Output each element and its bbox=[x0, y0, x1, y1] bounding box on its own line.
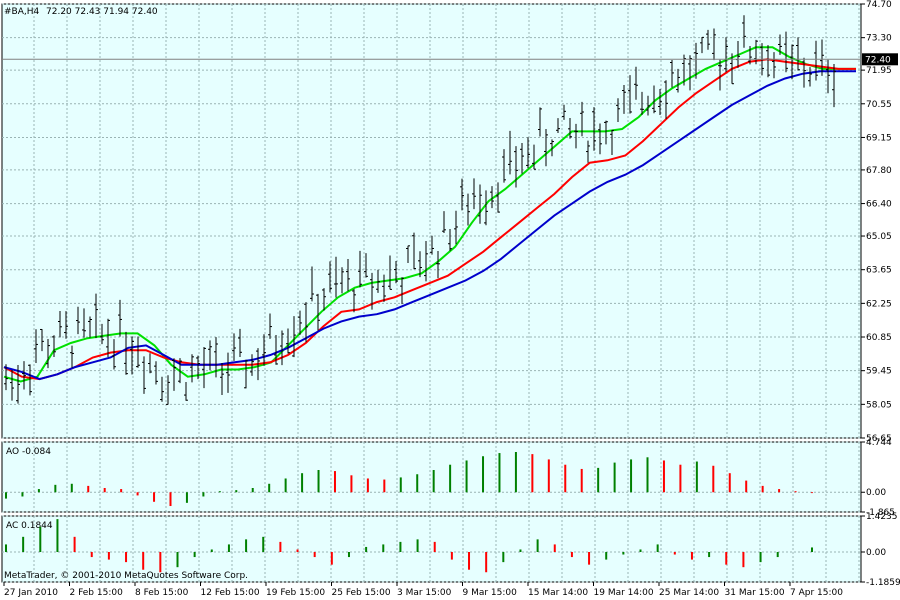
price-panel[interactable]: 74.70 73.30 71.95 70.55 69.15 67.80 66.40 65.05… bbox=[1, 0, 898, 444]
1-tick-label: -1.865 bbox=[866, 508, 895, 518]
price-frame bbox=[1, 3, 862, 439]
0-tick-label: 56.65 bbox=[866, 434, 892, 444]
time-label: 8 Feb 15:00 bbox=[135, 588, 189, 598]
0-tick-label: 60.85 bbox=[866, 333, 892, 343]
series-line-0 bbox=[3, 46, 856, 383]
time-label: 27 Jan 2010 bbox=[4, 588, 58, 598]
0-tick-label: 63.65 bbox=[866, 266, 892, 276]
copyright-text: MetaTrader, © 2001-2010 MetaQuotes Softw… bbox=[4, 571, 248, 581]
time-label: 31 Mar 15:00 bbox=[725, 588, 785, 598]
time-label: 2 Feb 15:00 bbox=[70, 588, 124, 598]
0-tick-label: 71.95 bbox=[866, 66, 892, 76]
time-label: 19 Feb 15:00 bbox=[266, 588, 325, 598]
chart-title: #BA,H4 bbox=[4, 7, 40, 17]
0-tick-label: 66.40 bbox=[866, 200, 892, 210]
ohlc-readout: 72.20 72.43 71.94 72.40 bbox=[46, 7, 158, 17]
ao-panel[interactable]: 4.744 0.00 -1.865 AO -0.084 bbox=[1, 438, 895, 518]
ac-title: AC 0.1844 bbox=[6, 521, 53, 531]
0-tick-label: 62.25 bbox=[866, 299, 892, 309]
time-label: 7 Apr 15:00 bbox=[790, 588, 843, 598]
series-line-1 bbox=[3, 58, 856, 381]
1-tick-label: 0.00 bbox=[866, 488, 886, 498]
0-tick-label: 73.30 bbox=[866, 34, 892, 44]
time-label: 25 Feb 15:00 bbox=[332, 588, 391, 598]
series-line-2 bbox=[3, 70, 856, 381]
0-tick-label: 58.05 bbox=[866, 400, 892, 410]
ac-panel[interactable]: 1.4235 0.00 -1.1859 AC 0.1844 bbox=[1, 512, 900, 588]
0-tick-label: 65.05 bbox=[866, 232, 892, 242]
time-label: 12 Feb 15:00 bbox=[201, 588, 260, 598]
time-label: 19 Mar 14:00 bbox=[594, 588, 654, 598]
0-tick-label: 67.80 bbox=[866, 166, 892, 176]
time-label: 25 Mar 14:00 bbox=[659, 588, 719, 598]
1-tick-label: 4.744 bbox=[866, 438, 892, 448]
2-tick-label: -1.1859 bbox=[866, 578, 900, 588]
0-tick-label: 74.70 bbox=[866, 0, 892, 10]
time-label: 9 Mar 15:00 bbox=[463, 588, 518, 598]
time-label: 3 Mar 15:00 bbox=[397, 588, 452, 598]
time-axis: 27 Jan 2010 2 Feb 15:00 8 Feb 15:00 12 Feb … bbox=[3, 582, 843, 598]
2-tick-label: 0.00 bbox=[866, 548, 886, 558]
0-tick-label: 59.45 bbox=[866, 367, 892, 377]
0-tick-label: 69.15 bbox=[866, 133, 892, 143]
2-tick-label: 1.4235 bbox=[866, 512, 898, 522]
current-price-label: 72.40 bbox=[865, 55, 891, 65]
ao-frame bbox=[1, 441, 862, 513]
time-label: 15 Mar 14:00 bbox=[528, 588, 588, 598]
current-price-box bbox=[862, 53, 898, 66]
ao-title: AO -0.084 bbox=[6, 447, 51, 457]
0-tick-label: 70.55 bbox=[866, 100, 892, 110]
